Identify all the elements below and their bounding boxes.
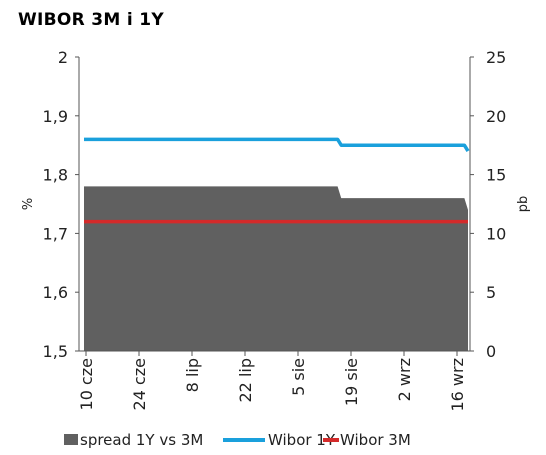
spread-1y-vs-3m-legend-label: spread 1Y vs 3M — [80, 431, 203, 449]
y-axis-right-label: pb — [516, 196, 531, 213]
chart-title: WIBOR 3M i 1Y — [18, 10, 164, 30]
spread-area — [84, 186, 468, 351]
y-right-tick-label: 10 — [486, 224, 506, 243]
y-right-tick-label: 15 — [486, 166, 506, 185]
y-left-tick-label: 1,9 — [43, 107, 68, 126]
wibor-1y-line — [84, 137, 470, 152]
x-tick-label: 24 cze — [130, 358, 149, 410]
legend: spread 1Y vs 3M Wibor 1Y Wibor 3M — [64, 431, 411, 449]
wibor-3m-legend-label: Wibor 3M — [340, 431, 411, 449]
x-tick-label: 10 cze — [77, 358, 96, 410]
y-left-tick-label: 2 — [58, 48, 68, 67]
x-tick-label: 2 wrz — [395, 358, 414, 401]
plot-area — [84, 137, 470, 351]
wibor-1y-legend-label: Wibor 1Y — [268, 431, 336, 449]
x-tick-label: 19 sie — [342, 358, 361, 406]
x-tick-label: 5 sie — [289, 358, 308, 396]
x-tick-label: 22 lip — [236, 358, 255, 403]
y-left-tick-label: 1,7 — [43, 224, 68, 243]
y-right-tick-label: 25 — [486, 48, 506, 67]
x-tick-label: 16 wrz — [448, 358, 467, 412]
y-right-tick-label: 5 — [486, 283, 496, 302]
y-left-tick-label: 1,5 — [43, 342, 68, 361]
y-axis-left-label: % — [21, 198, 36, 210]
y-left-tick-label: 1,8 — [43, 166, 68, 185]
x-tick-label: 8 lip — [183, 358, 202, 392]
y-right-tick-label: 0 — [486, 342, 496, 361]
y-left-tick-label: 1,6 — [43, 283, 68, 302]
y-right-tick-label: 20 — [486, 107, 506, 126]
spread-1y-vs-3m-legend-swatch — [64, 434, 78, 445]
